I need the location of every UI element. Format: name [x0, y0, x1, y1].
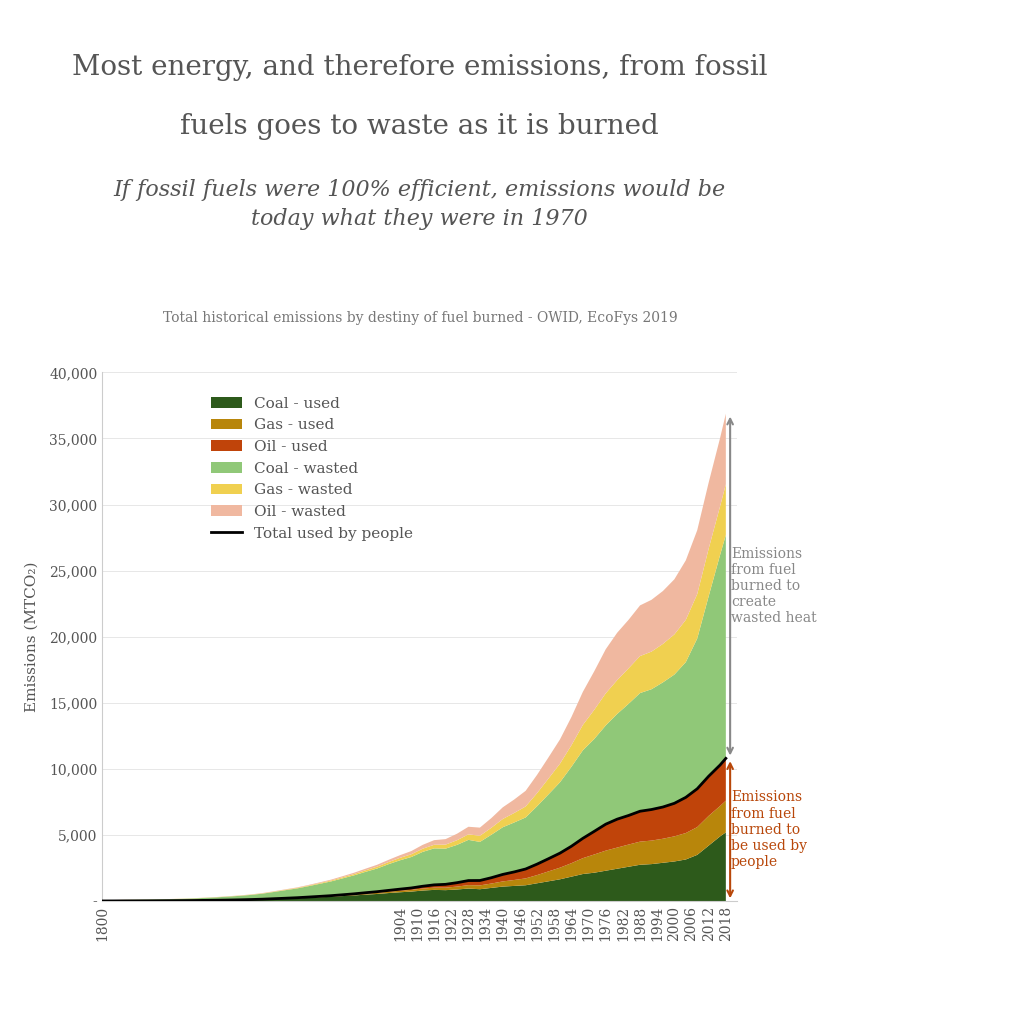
Legend: Coal - used, Gas - used, Oil - used, Coal - wasted, Gas - wasted, Oil - wasted, : Coal - used, Gas - used, Oil - used, Coa…: [205, 390, 419, 547]
Text: Emissions
from fuel
burned to
be used by
people: Emissions from fuel burned to be used by…: [731, 791, 807, 869]
Y-axis label: Emissions (MTCO₂): Emissions (MTCO₂): [25, 561, 38, 712]
Text: Most energy, and therefore emissions, from fossil: Most energy, and therefore emissions, fr…: [72, 53, 768, 81]
Text: fuels goes to waste as it is burned: fuels goes to waste as it is burned: [180, 113, 659, 140]
Text: Emissions
from fuel
burned to
create
wasted heat: Emissions from fuel burned to create was…: [731, 547, 816, 626]
Text: If fossil fuels were 100% efficient, emissions would be
today what they were in : If fossil fuels were 100% efficient, emi…: [114, 179, 726, 230]
Text: Total historical emissions by destiny of fuel burned - OWID, EcoFys 2019: Total historical emissions by destiny of…: [163, 311, 677, 326]
